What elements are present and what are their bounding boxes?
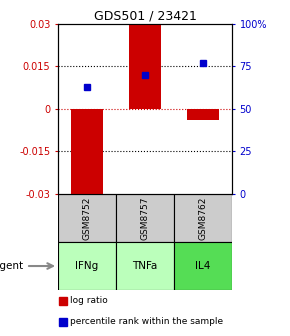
- Text: IFNg: IFNg: [75, 261, 99, 271]
- Bar: [174, 194, 232, 242]
- Text: GSM8762: GSM8762: [198, 196, 208, 240]
- Bar: [58, 194, 116, 242]
- Text: percentile rank within the sample: percentile rank within the sample: [70, 318, 223, 327]
- Text: IL4: IL4: [195, 261, 211, 271]
- Bar: [116, 242, 174, 290]
- Bar: [116, 194, 174, 242]
- Text: TNFa: TNFa: [132, 261, 158, 271]
- Bar: [58, 242, 116, 290]
- Bar: [129, 21, 161, 109]
- Text: GSM8757: GSM8757: [140, 196, 150, 240]
- Bar: [174, 242, 232, 290]
- Title: GDS501 / 23421: GDS501 / 23421: [94, 9, 196, 23]
- Bar: [187, 109, 219, 120]
- Bar: [71, 109, 103, 197]
- Text: agent: agent: [0, 261, 23, 271]
- Text: log ratio: log ratio: [70, 296, 108, 305]
- Text: GSM8752: GSM8752: [82, 196, 92, 240]
